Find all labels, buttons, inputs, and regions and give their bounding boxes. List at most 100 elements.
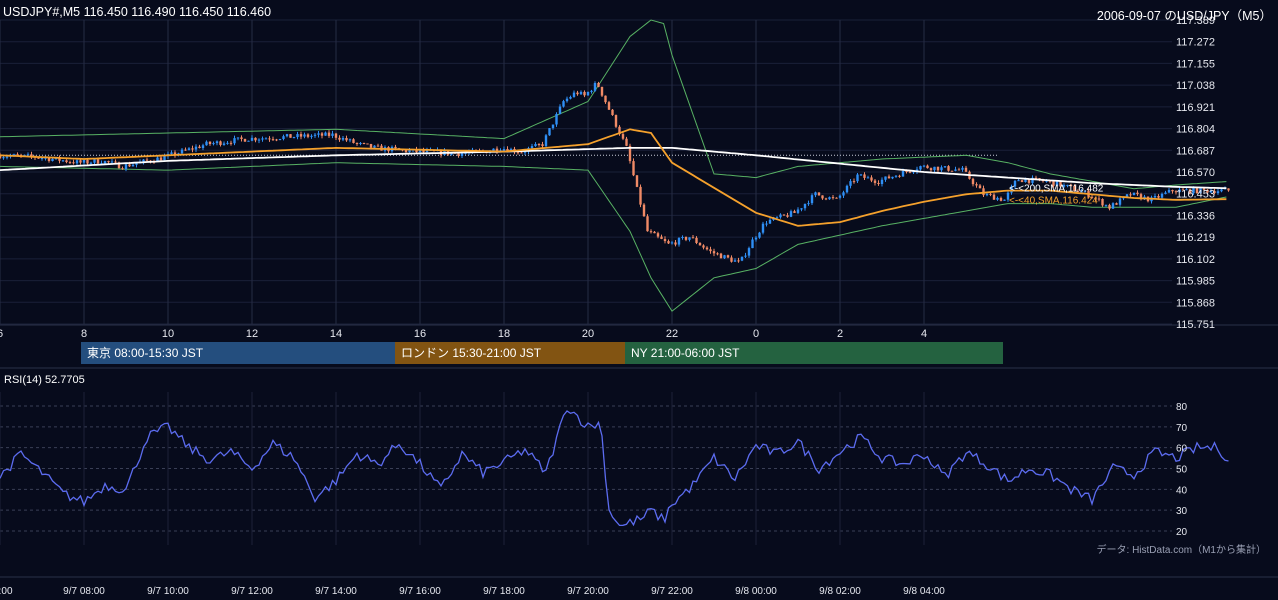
time-axis-label: 9/7 16:00	[399, 586, 441, 597]
main-y-tick-label: 117.038	[1176, 80, 1215, 92]
candle-body	[520, 152, 523, 154]
candle-body	[1213, 191, 1216, 194]
candle-body	[324, 132, 327, 136]
time-axis-label: 9/7 14:00	[315, 586, 357, 597]
candle-body	[359, 142, 362, 144]
main-y-tick-label: 116.570	[1176, 167, 1215, 179]
candle-body	[569, 96, 572, 99]
candle-body	[625, 138, 628, 146]
candle-body	[58, 157, 61, 161]
candle-body	[814, 192, 817, 196]
candle-body	[849, 181, 852, 186]
candle-body	[1174, 191, 1178, 193]
candle-body	[1073, 186, 1076, 191]
main-y-tick-label: 116.804	[1176, 124, 1215, 136]
candle-body	[670, 242, 674, 244]
candle-body	[215, 141, 219, 144]
candle-body	[495, 148, 499, 152]
candle-body	[964, 167, 968, 172]
candle-body	[866, 177, 870, 179]
candle-body	[1118, 198, 1122, 205]
candle-body	[145, 159, 149, 161]
candle-body	[702, 245, 705, 248]
candle-body	[93, 159, 96, 163]
time-axis-label: 9/8 02:00	[819, 586, 861, 597]
candle-body	[156, 157, 159, 162]
candle-body	[824, 198, 828, 200]
candle-body	[5, 156, 9, 158]
candle-body	[737, 260, 740, 262]
candle-body	[219, 141, 222, 145]
main-x-tick-label: 20	[582, 328, 594, 340]
main-y-tick-label: 115.751	[1176, 319, 1215, 331]
main-x-tick-label: 16	[414, 328, 426, 340]
main-y-tick-label: 115.985	[1176, 276, 1215, 288]
candle-body	[135, 163, 138, 165]
candle-body	[26, 154, 30, 156]
main-x-tick-label: 10	[162, 328, 174, 340]
candle-body	[768, 219, 772, 224]
candle-body	[604, 95, 607, 103]
candle-body	[751, 239, 754, 249]
candle-body	[712, 251, 716, 254]
candle-body	[674, 242, 677, 245]
candle-body	[1216, 191, 1220, 194]
candle-body	[1094, 197, 1097, 199]
candle-body	[733, 260, 737, 262]
candle-body	[667, 241, 670, 244]
candle-body	[460, 153, 464, 156]
candle-body	[653, 231, 656, 234]
candle-body	[303, 134, 306, 137]
candle-body	[842, 192, 845, 196]
candle-body	[47, 157, 51, 162]
candle-body	[639, 186, 642, 205]
candle-body	[373, 145, 376, 148]
candle-body	[338, 137, 341, 140]
candle-body	[912, 171, 915, 173]
candle-body	[537, 144, 541, 146]
candle-body	[800, 208, 803, 210]
candle-body	[65, 160, 68, 163]
candle-body	[16, 154, 19, 156]
candle-body	[201, 145, 205, 148]
candle-body	[226, 142, 229, 144]
candle-body	[992, 194, 996, 200]
candle-body	[562, 101, 565, 107]
candle-body	[730, 257, 733, 262]
candle-body	[831, 197, 835, 199]
candle-body	[1062, 184, 1066, 187]
candle-body	[1045, 180, 1048, 182]
candle-body	[37, 157, 40, 159]
candle-body	[863, 174, 866, 178]
candle-body	[565, 98, 569, 102]
candle-body	[898, 175, 901, 177]
candle-body	[593, 82, 597, 91]
candle-body	[947, 166, 950, 171]
candle-body	[887, 176, 891, 179]
candle-body	[103, 161, 107, 164]
candle-body	[901, 170, 905, 177]
candle-body	[208, 141, 212, 144]
candle-body	[170, 152, 173, 154]
candle-body	[1069, 184, 1073, 187]
candle-body	[541, 144, 544, 147]
candle-body	[331, 133, 334, 136]
candle-body	[691, 237, 695, 239]
candle-body	[415, 149, 418, 153]
main-x-tick-label: 2	[837, 328, 843, 340]
candle-body	[600, 86, 604, 96]
session-tokyo: 東京 08:00-15:30 JST	[81, 342, 395, 364]
candle-body	[919, 166, 922, 170]
candle-body	[299, 134, 303, 137]
candle-body	[191, 148, 194, 150]
candle-body	[817, 192, 821, 196]
moving-averages	[0, 128, 1227, 227]
candle-body	[607, 102, 611, 110]
candle-body	[579, 91, 583, 95]
session-newyork: NY 21:00-06:00 JST	[625, 342, 1003, 364]
candle-body	[89, 162, 93, 164]
candle-body	[740, 256, 744, 261]
main-y-tick-label: 116.336	[1176, 210, 1215, 222]
candle-body	[926, 165, 929, 169]
main-y-tick-label: 116.219	[1176, 232, 1215, 244]
